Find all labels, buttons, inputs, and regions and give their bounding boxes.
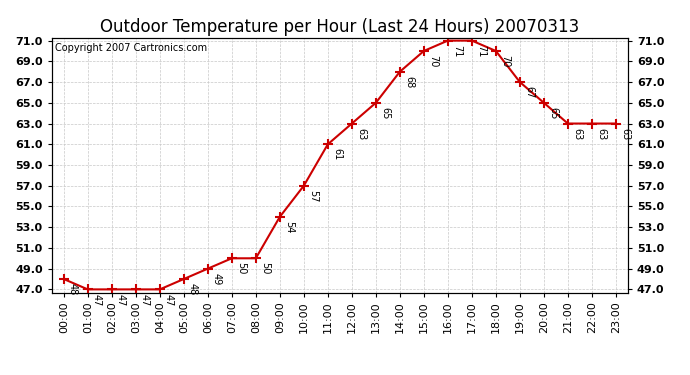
Text: Copyright 2007 Cartronics.com: Copyright 2007 Cartronics.com	[55, 43, 207, 52]
Text: 63: 63	[596, 128, 606, 140]
Title: Outdoor Temperature per Hour (Last 24 Hours) 20070313: Outdoor Temperature per Hour (Last 24 Ho…	[100, 18, 580, 36]
Text: 57: 57	[308, 190, 318, 202]
Text: 70: 70	[500, 55, 510, 68]
Text: 68: 68	[404, 76, 414, 88]
Text: 61: 61	[332, 148, 342, 160]
Text: 47: 47	[92, 294, 102, 306]
Text: 65: 65	[380, 107, 390, 119]
Text: 50: 50	[236, 262, 246, 275]
Text: 47: 47	[164, 294, 174, 306]
Text: 71: 71	[452, 45, 462, 57]
Text: 50: 50	[260, 262, 270, 275]
Text: 65: 65	[548, 107, 558, 119]
Text: 49: 49	[212, 273, 222, 285]
Text: 48: 48	[68, 283, 78, 296]
Text: 71: 71	[476, 45, 486, 57]
Text: 67: 67	[524, 86, 534, 99]
Text: 48: 48	[188, 283, 198, 296]
Text: 47: 47	[116, 294, 126, 306]
Text: 70: 70	[428, 55, 438, 68]
Text: 54: 54	[284, 221, 294, 233]
Text: 47: 47	[140, 294, 150, 306]
Text: 63: 63	[356, 128, 366, 140]
Text: 63: 63	[620, 128, 630, 140]
Text: 63: 63	[572, 128, 582, 140]
